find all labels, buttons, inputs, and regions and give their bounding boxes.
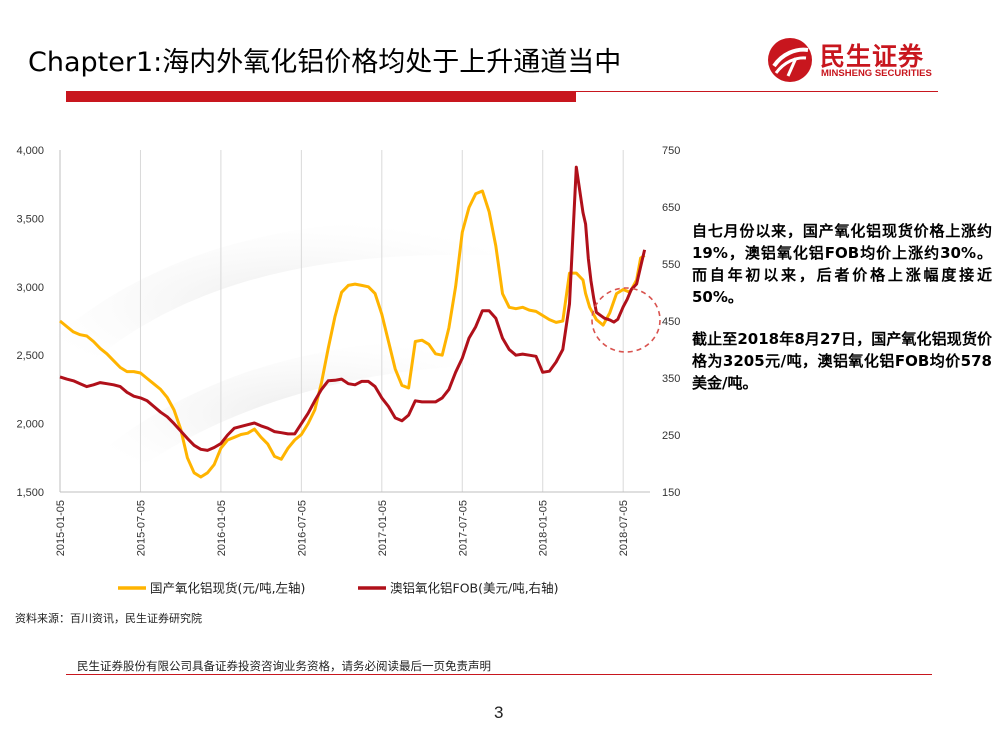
axes: 2015-01-05 2015-07-05 2016-01-05 2016-07-05… bbox=[16, 145, 680, 556]
y-right-tick-label: 650 bbox=[662, 202, 680, 214]
highlight-circle bbox=[591, 287, 661, 353]
x-tick-label: 2017-07-05 bbox=[457, 500, 469, 556]
series-line-2 bbox=[59, 165, 647, 452]
watermark bbox=[30, 220, 560, 490]
y-left-tick-label: 1,500 bbox=[16, 487, 44, 499]
x-tick-label: 2016-07-05 bbox=[296, 500, 308, 556]
logo-icon bbox=[768, 38, 812, 82]
title-accent-bar bbox=[66, 91, 576, 102]
y-left-tick-label: 2,500 bbox=[16, 350, 44, 362]
price-chart: 2015-01-05 2015-07-05 2016-01-05 2016-07-05… bbox=[16, 145, 680, 596]
data-source-note: 资料来源：百川资讯，民生证券研究院 bbox=[15, 612, 202, 625]
page-number: 3 bbox=[494, 703, 504, 722]
series-line-1 bbox=[59, 189, 646, 479]
x-tick-label: 2016-01-05 bbox=[216, 500, 228, 556]
x-tick-label: 2018-01-05 bbox=[538, 500, 550, 556]
legend: 国产氧化铝现货(元/吨,左轴) 澳铝氧化铝FOB(美元/吨,右轴) bbox=[118, 581, 559, 596]
y-left-tick-label: 3,500 bbox=[16, 213, 44, 225]
series bbox=[59, 165, 647, 479]
x-tick-label: 2015-07-05 bbox=[135, 500, 147, 556]
disclaimer: 民生证券股份有限公司具备证券投资咨询业务资格，请务必阅读最后一页免责声明 bbox=[77, 659, 491, 673]
commentary: 自七月份以来，国产氧化铝现货价格上涨约19%，澳铝氧化铝FOB均价上涨约30%。… bbox=[692, 220, 992, 414]
page-title: Chapter1:海内外氧化铝价格均处于上升通道当中 bbox=[28, 47, 622, 78]
legend-label-2: 澳铝氧化铝FOB(美元/吨,右轴) bbox=[390, 581, 559, 596]
logo-name-en: MINSHENG SECURITIES bbox=[821, 68, 932, 79]
brand-logo: 民生证券 MINSHENG SECURITIES bbox=[766, 36, 946, 84]
x-tick-label: 2018-07-05 bbox=[618, 500, 630, 556]
y-right-tick-label: 450 bbox=[662, 316, 680, 328]
x-tick-label: 2017-01-05 bbox=[377, 500, 389, 556]
commentary-paragraph-2: 截止至2018年8月27日，国产氧化铝现货价格为3205元/吨，澳铝氧化铝FOB… bbox=[692, 330, 992, 392]
y-right-tick-label: 350 bbox=[662, 373, 680, 385]
logo-name-cn: 民生证券 bbox=[820, 42, 925, 71]
x-tick-label: 2015-01-05 bbox=[55, 500, 67, 556]
commentary-paragraph-1: 自七月份以来，国产氧化铝现货价格上涨约19%，澳铝氧化铝FOB均价上涨约30%。… bbox=[692, 222, 992, 306]
legend-label-1: 国产氧化铝现货(元/吨,左轴) bbox=[150, 581, 305, 596]
y-right-tick-label: 550 bbox=[662, 259, 680, 271]
y-right-tick-label: 250 bbox=[662, 430, 680, 442]
y-left-tick-label: 2,000 bbox=[16, 419, 44, 431]
y-left-tick-label: 3,000 bbox=[16, 282, 44, 294]
y-right-tick-label: 150 bbox=[662, 487, 680, 499]
y-right-tick-label: 750 bbox=[662, 145, 680, 157]
footer-divider bbox=[66, 674, 932, 675]
y-left-tick-label: 4,000 bbox=[16, 145, 44, 157]
